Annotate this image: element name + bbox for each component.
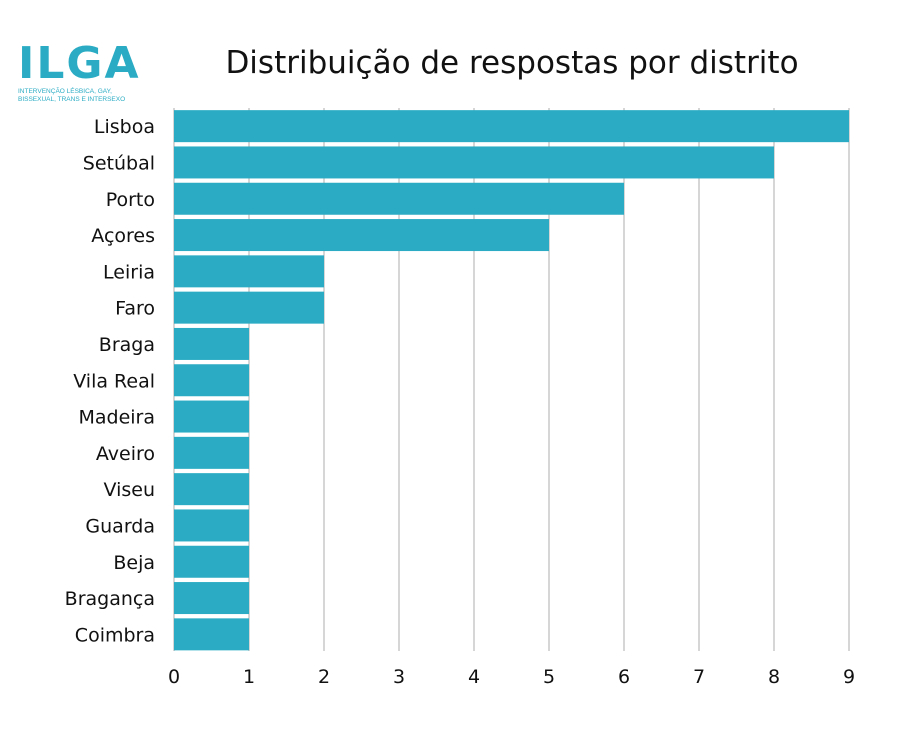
x-tick-label: 0 [168,666,180,688]
category-label: Porto [106,189,155,211]
chart-title: Distribuição de respostas por distrito [225,45,798,81]
bars [174,110,849,651]
x-tick-label: 4 [468,666,480,688]
x-tick-label: 8 [768,666,780,688]
bar-coimbra [174,618,249,651]
x-tick-label: 6 [618,666,630,688]
x-tick-label: 1 [243,666,255,688]
category-label: Açores [91,225,155,247]
bar-madeira [174,400,249,433]
logo-mark: ILGA [18,38,141,89]
category-label: Bragança [65,588,155,610]
category-label: Aveiro [96,443,155,465]
category-label: Leiria [103,261,155,283]
bar-vila-real [174,364,249,397]
x-tick-label: 2 [318,666,330,688]
tick-labels: 0 1 2 3 4 5 6 7 8 9 [168,666,855,688]
bar-setúbal [174,146,774,179]
bar-aveiro [174,436,249,469]
x-tick-label: 7 [693,666,705,688]
bar-bragança [174,582,249,615]
category-label: Madeira [78,407,155,429]
logo-tagline: Intervenção Lésbica, Gay, Bissexual, Tra… [18,88,126,103]
bar-faro [174,291,324,324]
category-label: Guarda [85,515,155,537]
category-label: Lisboa [94,116,155,138]
bar-guarda [174,509,249,542]
category-label: Braga [99,334,155,356]
x-tick-label: 5 [543,666,555,688]
category-label: Beja [113,552,155,574]
bar-beja [174,545,249,578]
bar-leiria [174,255,324,288]
bar-porto [174,182,624,215]
bar-braga [174,327,249,360]
category-label: Coimbra [75,624,155,646]
x-tick-label: 3 [393,666,405,688]
bar-lisboa [174,110,849,143]
x-tick-label: 9 [843,666,855,688]
category-label: Faro [115,298,155,320]
category-label: Setúbal [83,152,155,174]
bar-viseu [174,473,249,506]
category-labels: Lisboa Setúbal Porto Açores Leiria Faro Braga V… [65,116,155,646]
category-label: Vila Real [73,370,155,392]
bar-açores [174,219,549,252]
category-label: Viseu [104,479,156,501]
ilga-logo: ILGA Intervenção Lésbica, Gay, Bissexual… [18,40,143,110]
